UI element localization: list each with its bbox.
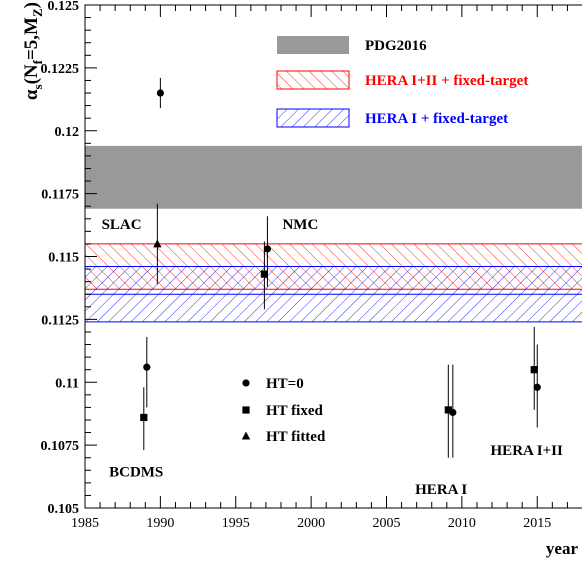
- bands-layer: [85, 145, 582, 323]
- legend-label-hera-i-fixed-target: HERA I + fixed-target: [365, 111, 508, 127]
- label-nmc: NMC: [282, 217, 318, 233]
- marker-legend: HT=0 HT fixed HT fitted: [241, 376, 326, 445]
- y-axis-title-args-c: ): [21, 2, 42, 8]
- data-point-ht-fixed: [260, 270, 268, 278]
- data-point-ht-fixed: [530, 366, 538, 374]
- y-axis-title-sub-f: f: [30, 59, 45, 64]
- axis-ticks: [84, 4, 582, 509]
- data-point-ht-0: [156, 89, 164, 97]
- y-tick-label: 0.105: [48, 502, 80, 517]
- y-axis-title: αs(Nf=5,MZ): [21, 2, 45, 100]
- legend-swatch-pdg2016: [277, 36, 349, 54]
- label-slac: SLAC: [102, 217, 142, 233]
- legend-label-ht-fixed: HT fixed: [266, 403, 323, 419]
- y-tick-label: 0.12: [55, 125, 80, 140]
- tick-labels: 1985 1990 1995 2000 2005 2010 2015 0.105 0.1075 0…: [41, 0, 552, 531]
- experiment-labels: SLAC NMC BCDMS HERA I HERA I+II: [102, 217, 563, 498]
- y-tick-label: 0.125: [48, 0, 80, 14]
- y-axis-title-sub-s: s: [30, 84, 45, 89]
- y-tick-label: 0.1225: [41, 62, 80, 77]
- band-pdg2016: [85, 145, 582, 209]
- legend-label-ht-0: HT=0: [266, 376, 304, 392]
- legend-marker-ht-fitted: [241, 431, 251, 440]
- legend-label-ht-fitted: HT fitted: [266, 429, 326, 445]
- data-point-ht-fixed: [140, 413, 148, 422]
- y-tick-label: 0.11: [55, 376, 79, 391]
- data-point-ht-0: [143, 363, 151, 371]
- x-tick-label: 1990: [146, 516, 174, 531]
- x-tick-label: 2010: [448, 516, 476, 531]
- data-point-ht-fixed: [444, 406, 452, 414]
- label-bcdms: BCDMS: [109, 465, 163, 481]
- legend-marker-ht-0: [242, 379, 250, 387]
- x-tick-label: 1985: [71, 516, 99, 531]
- x-axis-title: year: [546, 539, 579, 558]
- legend-label-hera-i-ii-fixed-target: HERA I+II + fixed-target: [365, 73, 528, 89]
- y-tick-label: 0.1125: [41, 313, 79, 328]
- y-axis-title-args-b: =5,M: [21, 17, 42, 60]
- data-point-ht-fitted: [153, 239, 162, 248]
- legend-swatch-hera-i-ii-fixed-target: [276, 70, 350, 90]
- markers-layer: [140, 89, 541, 422]
- x-tick-label: 2015: [523, 516, 551, 531]
- x-tick-label: 1995: [222, 516, 250, 531]
- legend-marker-ht-fixed: [242, 406, 250, 414]
- x-tick-label: 2005: [373, 516, 401, 531]
- y-tick-label: 0.115: [48, 251, 79, 266]
- label-hera-i-ii: HERA I+II: [491, 443, 563, 459]
- y-axis-title-sub-z: Z: [30, 8, 45, 17]
- band-legend: PDG2016 HERA I+II + fixed-target HERA I + …: [276, 36, 528, 128]
- y-axis-title-alpha: α: [21, 89, 42, 100]
- y-axis-title-args-a: (N: [21, 64, 42, 84]
- x-tick-label: 2000: [297, 516, 325, 531]
- data-point-ht-0: [533, 383, 541, 391]
- y-tick-label: 0.1075: [41, 439, 80, 454]
- y-tick-label: 0.1175: [41, 188, 79, 203]
- data-point-ht-0: [263, 245, 272, 253]
- legend-label-pdg2016: PDG2016: [365, 38, 427, 54]
- legend-swatch-hera-i-fixed-target: [276, 108, 350, 128]
- label-hera-i: HERA I: [415, 482, 467, 498]
